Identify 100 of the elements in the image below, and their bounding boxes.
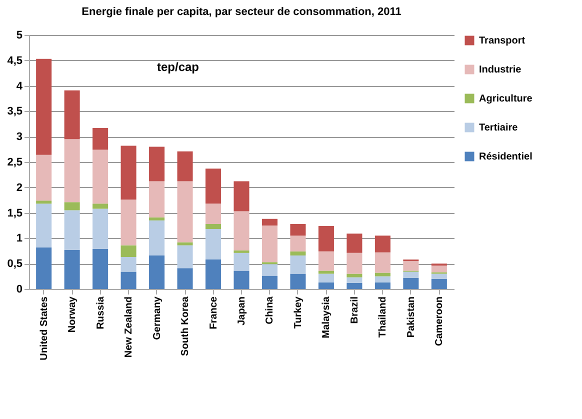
bar bbox=[262, 218, 278, 226]
bar bbox=[262, 264, 278, 276]
bar bbox=[120, 245, 136, 257]
y-tick-label: 3 bbox=[16, 131, 22, 144]
y-tick-label: 0,5 bbox=[7, 258, 22, 270]
bar bbox=[431, 278, 447, 289]
bar bbox=[403, 261, 419, 271]
bar bbox=[36, 204, 52, 248]
x-tick-label: Malaysia bbox=[321, 296, 332, 338]
bar bbox=[36, 200, 52, 204]
bar bbox=[64, 210, 80, 250]
bar bbox=[374, 282, 390, 289]
bar bbox=[120, 256, 136, 272]
bar bbox=[120, 200, 136, 246]
bar bbox=[64, 90, 80, 140]
bar bbox=[92, 208, 108, 249]
legend-label: Industrie bbox=[479, 64, 522, 76]
x-tick-label: Germany bbox=[152, 296, 163, 340]
bar bbox=[92, 128, 108, 150]
bar bbox=[177, 245, 193, 268]
bar bbox=[149, 181, 165, 218]
bar bbox=[346, 282, 362, 289]
bar bbox=[318, 251, 334, 271]
bar bbox=[290, 255, 306, 274]
x-tick-label: South Korea bbox=[180, 296, 192, 356]
bar bbox=[149, 255, 165, 289]
bar bbox=[120, 272, 136, 289]
bar bbox=[318, 282, 334, 289]
bar bbox=[177, 151, 193, 182]
x-tick-label: France bbox=[208, 296, 220, 330]
bar bbox=[120, 146, 136, 200]
bar bbox=[403, 278, 419, 289]
x-tick-label: Japan bbox=[236, 296, 248, 326]
x-tick-label: Pakistan bbox=[406, 296, 417, 338]
bar bbox=[234, 250, 250, 253]
bar bbox=[234, 181, 250, 212]
y-tick-label: 3,5 bbox=[7, 106, 22, 118]
bar bbox=[290, 274, 306, 289]
chart-title: Energie finale per capita, par secteur de consommation, 2011 bbox=[82, 6, 402, 18]
bar bbox=[318, 274, 334, 282]
bar bbox=[36, 154, 52, 201]
bar bbox=[346, 274, 362, 278]
y-tick-label: 1,5 bbox=[7, 207, 22, 220]
bar bbox=[36, 58, 52, 155]
bar bbox=[92, 248, 108, 289]
x-tick-label: Russia bbox=[95, 296, 106, 330]
x-tick-label: Turkey bbox=[292, 296, 304, 329]
bar bbox=[346, 277, 362, 283]
x-tick-label: New Zealand bbox=[124, 296, 135, 358]
bar bbox=[177, 242, 193, 246]
bar bbox=[290, 236, 306, 252]
bar bbox=[177, 268, 193, 289]
bar bbox=[431, 266, 447, 272]
legend-label: Tertiaire bbox=[479, 122, 518, 134]
bar bbox=[290, 251, 306, 256]
bar bbox=[234, 211, 250, 250]
bar bbox=[92, 150, 108, 204]
bar bbox=[234, 270, 250, 289]
x-tick-label: Brazil bbox=[349, 296, 360, 324]
annotation: tep/cap bbox=[157, 60, 200, 74]
bar bbox=[64, 250, 80, 289]
bar bbox=[403, 272, 419, 278]
y-tick-label: 4 bbox=[16, 80, 24, 92]
x-tick-label: China bbox=[264, 296, 276, 324]
y-tick-label: 4,5 bbox=[7, 54, 22, 67]
bar bbox=[374, 252, 390, 273]
bar bbox=[374, 272, 390, 276]
bar bbox=[36, 247, 52, 289]
bar bbox=[346, 234, 362, 253]
y-tick-label: 2 bbox=[16, 182, 22, 194]
y-tick-label: 5 bbox=[16, 30, 22, 42]
bar bbox=[262, 276, 278, 289]
legend-label: Transport bbox=[479, 36, 526, 46]
bar bbox=[205, 229, 222, 260]
y-tick-label: 0 bbox=[16, 284, 22, 296]
bar bbox=[92, 204, 108, 209]
bar bbox=[149, 220, 165, 256]
bar bbox=[149, 146, 165, 182]
bar bbox=[205, 168, 222, 204]
bar bbox=[346, 252, 362, 274]
bar bbox=[234, 252, 250, 271]
legend-label: Agriculture bbox=[479, 94, 533, 104]
x-tick-label: Thailand bbox=[378, 296, 389, 338]
x-tick-label: Norway bbox=[67, 296, 78, 333]
x-tick-label: Cameroon bbox=[434, 296, 446, 346]
bar bbox=[318, 226, 334, 252]
x-tick-label: United States bbox=[38, 296, 50, 360]
bar bbox=[205, 260, 222, 289]
y-tick-label: 1 bbox=[16, 232, 22, 245]
bar bbox=[318, 270, 334, 274]
y-tick-label: 2,5 bbox=[7, 156, 22, 168]
bar bbox=[64, 139, 80, 202]
bar bbox=[262, 226, 278, 262]
bar bbox=[177, 181, 193, 242]
bar bbox=[431, 274, 447, 279]
bar bbox=[149, 217, 165, 220]
bar bbox=[64, 202, 80, 210]
bar bbox=[374, 236, 390, 252]
bar bbox=[205, 224, 222, 230]
bar bbox=[290, 224, 306, 236]
